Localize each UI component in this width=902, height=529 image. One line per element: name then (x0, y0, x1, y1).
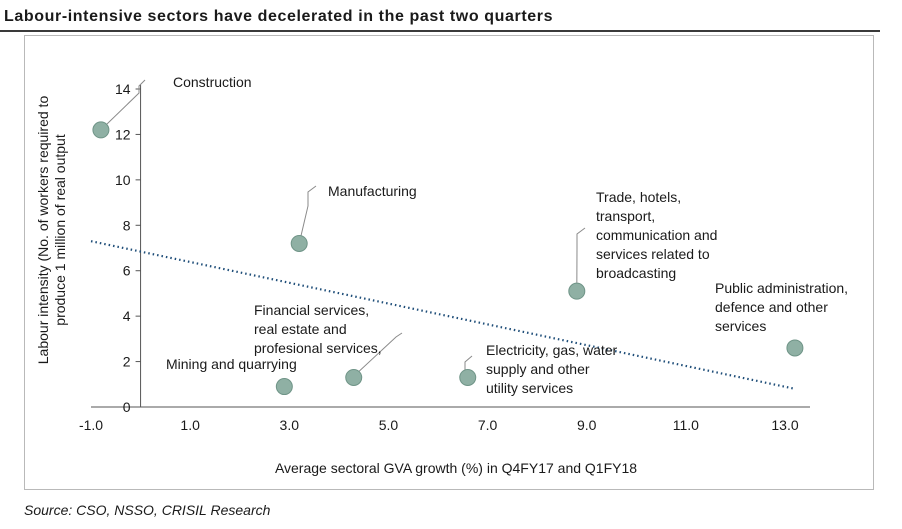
y-tick-label: 8 (123, 217, 131, 233)
point-label-line: Trade, hotels, (596, 189, 681, 205)
leader-line (576, 227, 586, 292)
chart-title: Labour-intensive sectors have decelerate… (4, 8, 554, 25)
y-tick-label: 12 (115, 126, 131, 142)
point-label-line: Construction (173, 74, 252, 90)
point-label-line: broadcasting (596, 265, 676, 281)
point-label-line: Public administration, (715, 280, 848, 296)
data-point (92, 121, 110, 139)
x-tick-label: 9.0 (577, 417, 597, 433)
point-label-line: Manufacturing (328, 183, 417, 199)
leader-line (100, 79, 146, 131)
point-label-line: services (715, 318, 766, 334)
point-label-line: Electricity, gas, water (486, 342, 618, 358)
point-label-line: supply and other (486, 361, 590, 377)
point-label-line: services related to (596, 246, 710, 262)
data-point (290, 234, 308, 252)
point-label-line: real estate and (254, 321, 347, 337)
point-label-line: defence and other (715, 299, 828, 315)
trendline-group (90, 240, 796, 390)
data-point (568, 282, 586, 300)
x-tick-label: 3.0 (280, 417, 300, 433)
point-labels: Construction Manufacturing Trade, hotels, t… (166, 74, 848, 396)
point-label: Manufacturing (328, 183, 417, 199)
y-tick-label: 6 (123, 263, 131, 279)
point-label: Mining and quarrying (166, 356, 297, 372)
data-point (786, 339, 804, 357)
trendline (90, 240, 796, 390)
x-tick-label: 11.0 (673, 417, 699, 433)
leader-line (298, 185, 317, 244)
y-tick-label: 10 (115, 172, 131, 188)
data-points (92, 121, 804, 396)
x-axis-title: Average sectoral GVA growth (%) in Q4FY1… (275, 460, 637, 476)
axes: 0 2 4 6 8 10 12 14 -1.0 1.0 3.0 5.0 7.0 9.0 11.0 13.0 (79, 81, 810, 433)
point-label: Electricity, gas, water supply and other u… (486, 342, 618, 396)
chart-frame (24, 35, 874, 490)
point-label-line: transport, (596, 208, 655, 224)
data-point (345, 368, 363, 386)
x-tick-label: -1.0 (79, 417, 103, 433)
x-tick-label: 13.0 (771, 417, 798, 433)
point-label: Construction (173, 74, 252, 90)
point-label: Public administration, defence and other s… (715, 280, 848, 334)
y-tick-label: 0 (123, 399, 131, 415)
point-label-line: utility services (486, 380, 573, 396)
y-tick-label: 14 (115, 81, 131, 97)
point-label-line: profesional services, (254, 340, 382, 356)
point-label-line: Mining and quarrying (166, 356, 297, 372)
title-underline (0, 30, 880, 32)
y-axis-title-line: Labour intensity (No. of workers require… (35, 96, 51, 365)
y-tick-label: 4 (123, 308, 131, 324)
point-label: Financial services, real estate and profes… (254, 302, 382, 356)
y-tick-label: 2 (123, 354, 131, 370)
point-label-line: Financial services, (254, 302, 369, 318)
x-tick-label: 5.0 (379, 417, 399, 433)
data-point (275, 378, 293, 396)
point-label-line: communication and (596, 227, 717, 243)
point-label: Trade, hotels, transport, communication an… (596, 189, 717, 281)
x-tick-label: 1.0 (180, 417, 200, 433)
y-axis-title-line: produce 1 million of real output (52, 134, 68, 326)
x-tick-label: 7.0 (478, 417, 498, 433)
data-point (459, 368, 477, 386)
source-note: Source: CSO, NSSO, CRISIL Research (24, 502, 271, 518)
y-axis-title: Labour intensity (No. of workers require… (35, 96, 68, 365)
